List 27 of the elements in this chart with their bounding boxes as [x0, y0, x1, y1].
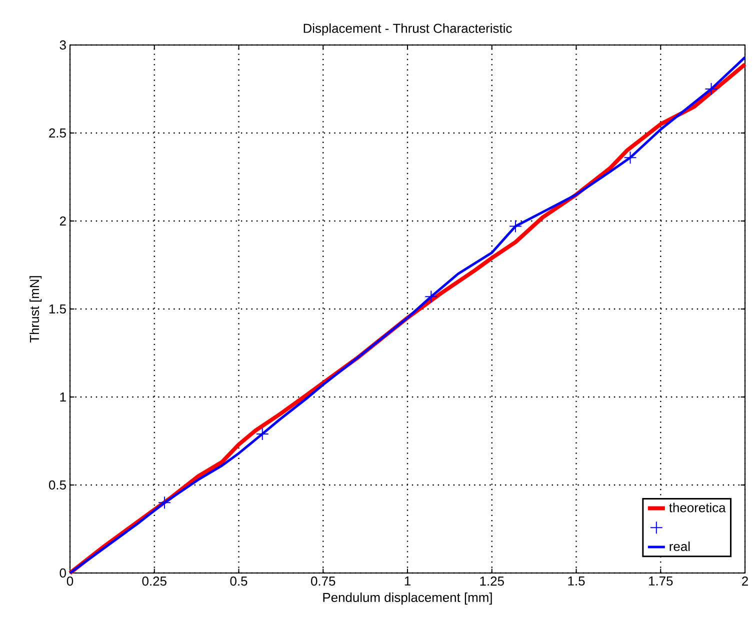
y-tick-label: 2.5: [49, 128, 66, 138]
point: [509, 220, 522, 233]
y-tick-label: 0.5: [48, 480, 66, 490]
x-tick-label: 1: [404, 576, 410, 586]
y-tick-label: 3: [60, 40, 66, 50]
x-tick-label: 1.25: [480, 576, 504, 586]
x-tick-label: 0.5: [230, 576, 248, 586]
x-axis-title: Pendulum displacement [mm]: [323, 592, 492, 605]
y-tick-label: 0: [60, 568, 66, 578]
y-tick-label: 1: [60, 392, 66, 402]
x-tick-label: 0: [66, 576, 74, 586]
x-tick-label: 2: [742, 576, 748, 586]
x-tick-label: 0.75: [311, 576, 336, 586]
x-tick-label: 1.5: [568, 576, 585, 586]
point: [624, 151, 637, 164]
point: [256, 427, 269, 440]
point: [158, 496, 171, 510]
point: [704, 82, 718, 96]
y-axis-title: Thrust [mN]: [30, 276, 42, 343]
legend-label: theoretica: [669, 502, 726, 512]
legend-label: real: [670, 542, 690, 552]
point: [424, 290, 438, 304]
x-tick-label: 1.75: [649, 576, 673, 586]
chart-title: Displacement - Thrust Characteristic: [304, 23, 512, 36]
x-tick-label: 0.25: [142, 576, 166, 586]
y-tick-label: 1.5: [49, 304, 66, 314]
y-tick-label: 2: [60, 216, 66, 226]
